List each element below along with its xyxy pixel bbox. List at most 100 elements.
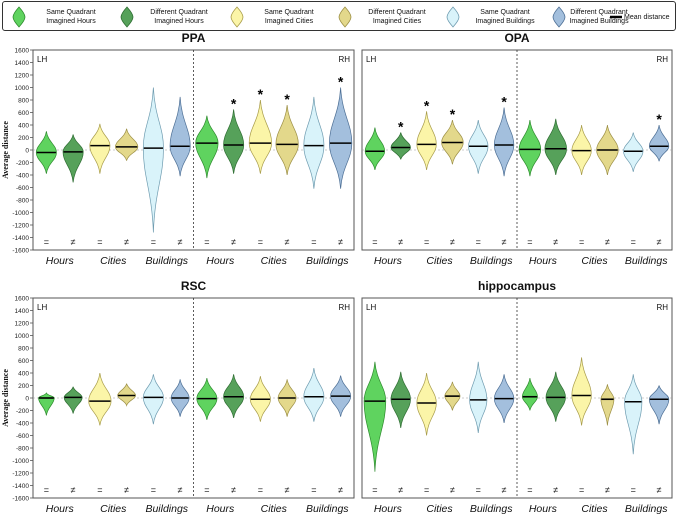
y-tick-label: 800 <box>18 98 29 105</box>
legend-label: Different Quadrant <box>150 9 208 16</box>
legend-label: Same Quadrant <box>480 9 530 16</box>
condition-symbol: ≠ <box>502 485 507 495</box>
category-label: Hours <box>46 503 75 515</box>
violin <box>571 357 592 426</box>
violin <box>600 384 615 426</box>
y-tick-label: -1600 <box>12 496 29 503</box>
violin <box>142 374 164 425</box>
category-label: Hours <box>529 255 558 267</box>
legend-label: Imagined Buildings <box>475 18 535 25</box>
condition-symbol: ≠ <box>553 485 558 495</box>
legend-label: Imagined Hours <box>154 18 204 25</box>
legend-label: Different Quadrant <box>368 9 426 16</box>
panel-title: PPA <box>182 31 206 45</box>
y-tick-label: 600 <box>18 110 29 117</box>
y-tick-label: 200 <box>18 383 29 390</box>
condition-symbol: = <box>631 237 636 247</box>
condition-symbol: ≠ <box>605 485 610 495</box>
significance-star: * <box>338 74 344 90</box>
significance-star: * <box>424 97 430 113</box>
category-label: Buildings <box>145 503 188 515</box>
y-tick-label: -800 <box>16 446 29 453</box>
hemisphere-label-lh: LH <box>37 55 47 64</box>
violin <box>303 367 325 422</box>
category-label: Cities <box>261 503 288 515</box>
category-label: Cities <box>100 255 127 267</box>
violin <box>223 109 245 174</box>
y-tick-label: 800 <box>18 346 29 353</box>
hemisphere-label-lh: LH <box>366 55 376 64</box>
violin <box>38 392 55 416</box>
category-label: Hours <box>529 503 558 515</box>
y-tick-label: -200 <box>16 408 29 415</box>
condition-symbol: ≠ <box>450 237 455 247</box>
condition-symbol: ≠ <box>231 485 236 495</box>
legend-item-same-buildings: Same Quadrant Imagined Buildings <box>441 4 549 30</box>
legend-label: Same Quadrant <box>264 9 314 16</box>
violin <box>195 115 219 179</box>
category-label: Cities <box>581 503 608 515</box>
condition-symbol: ≠ <box>231 237 236 247</box>
violin <box>62 134 84 183</box>
violin <box>88 372 112 426</box>
y-tick-label: -800 <box>16 198 29 205</box>
significance-star: * <box>656 111 662 127</box>
category-label: Buildings <box>145 255 188 267</box>
y-tick-label: 1400 <box>15 60 30 67</box>
violin <box>493 107 515 177</box>
condition-symbol: = <box>97 237 102 247</box>
y-tick-label: 1600 <box>15 296 30 303</box>
category-label: Buildings <box>470 503 513 515</box>
y-tick-label: 200 <box>18 135 29 142</box>
y-tick-label: 400 <box>18 371 29 378</box>
condition-symbol: = <box>476 237 481 247</box>
legend-swatch-same-hours <box>12 6 26 28</box>
significance-star: * <box>231 95 237 111</box>
y-tick-label: -1400 <box>12 483 29 490</box>
legend-swatch-same-cities <box>230 6 244 28</box>
panel-title: RSC <box>181 279 207 293</box>
y-tick-label: -1200 <box>12 471 29 478</box>
condition-symbol: ≠ <box>398 485 403 495</box>
y-tick-label: -600 <box>16 433 29 440</box>
legend-label: Different Quadrant <box>570 9 628 16</box>
y-tick-label: -400 <box>16 421 29 428</box>
condition-symbol: ≠ <box>338 485 343 495</box>
violin <box>364 127 386 171</box>
condition-symbol: = <box>476 485 481 495</box>
violin <box>89 123 111 174</box>
legend-label: Imagined Cities <box>372 18 422 25</box>
condition-symbol: = <box>258 485 263 495</box>
significance-star: * <box>501 94 507 110</box>
condition-symbol: = <box>631 485 636 495</box>
y-tick-label: -1000 <box>12 458 29 465</box>
y-tick-label: 0 <box>25 148 29 155</box>
violin <box>521 377 538 411</box>
significance-star: * <box>450 106 456 122</box>
condition-symbol: = <box>579 485 584 495</box>
legend-swatch-same-buildings <box>446 6 460 28</box>
violin <box>142 87 164 233</box>
condition-symbol: = <box>258 237 263 247</box>
hemisphere-label-lh: LH <box>37 303 47 312</box>
legend-label: Imagined Buildings <box>569 18 629 25</box>
violin <box>275 104 299 176</box>
y-tick-label: 1000 <box>15 85 30 92</box>
legend-swatch-diff-cities <box>338 6 352 28</box>
condition-symbol: ≠ <box>178 485 183 495</box>
legend-label: Same Quadrant <box>46 9 96 16</box>
violin <box>469 361 488 434</box>
violin <box>390 132 411 160</box>
legend-item-same-hours: Same Quadrant Imagined Hours <box>7 4 115 30</box>
legend-item-diff-buildings: Different Quadrant Imagined Buildings <box>547 4 629 30</box>
legend-swatch-diff-hours <box>120 6 134 28</box>
category-label: Hours <box>46 255 75 267</box>
condition-symbol: ≠ <box>605 237 610 247</box>
y-axis-label: Average distance <box>1 121 10 179</box>
condition-symbol: ≠ <box>553 237 558 247</box>
panel-title: OPA <box>504 31 529 45</box>
category-label: Buildings <box>625 255 668 267</box>
panel-2: RSC 1600 1400 1200 1000 800 600 400 200 0 -200 -400… <box>1 279 355 515</box>
significance-star: * <box>284 91 290 107</box>
